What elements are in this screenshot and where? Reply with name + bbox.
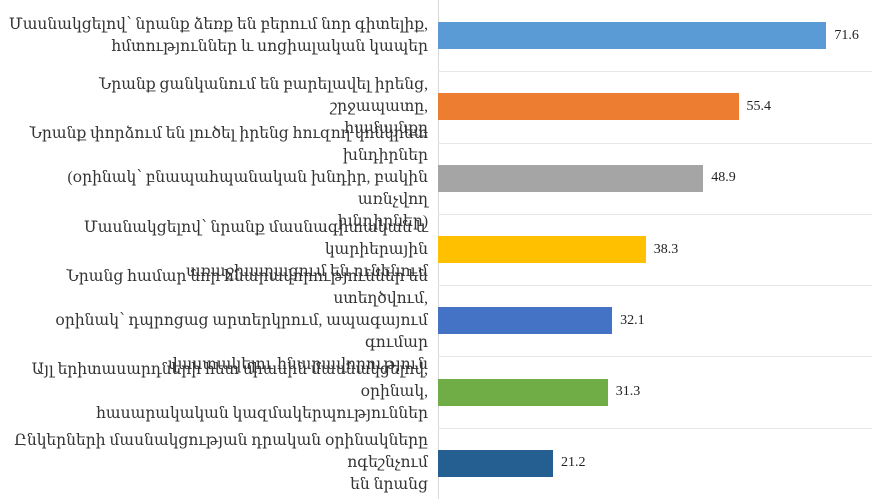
category-label: Նրանք ցանկանում են բարելավել իրենց, շրջա… xyxy=(98,75,428,137)
row-gridline xyxy=(438,214,872,215)
data-label: 48.9 xyxy=(711,170,736,186)
bar xyxy=(438,236,646,263)
category-label: Նրանց համար նոր հնարավորություններ են ստ… xyxy=(55,267,428,373)
bar xyxy=(438,164,704,192)
category-label: Մասնակցելով՝ նրանք մասնագիտական և կարիեր… xyxy=(83,218,428,280)
category-label: Ընկերների մասնակցության դրական օրինակներ… xyxy=(14,432,428,494)
row-gridline xyxy=(438,285,872,286)
data-label: 31.3 xyxy=(615,384,641,400)
category-label: Այլ երիտասարդների հետ միասին մասնակցելով… xyxy=(31,361,428,423)
data-label: 38.3 xyxy=(653,241,679,257)
row-gridline xyxy=(438,428,872,429)
bar xyxy=(438,378,608,406)
bar xyxy=(438,93,739,121)
bar xyxy=(438,449,553,477)
bar xyxy=(438,22,827,50)
data-label: 55.4 xyxy=(746,98,772,114)
row-gridline xyxy=(438,143,872,144)
data-label: 71.6 xyxy=(834,27,859,43)
category-label: Նրանք փորձում են լուծել իրենց հուզող կոն… xyxy=(29,125,428,231)
category-label: Մասնակցելով՝ նրանք ձեռք են բերում նոր գի… xyxy=(8,15,428,55)
data-label: 21.2 xyxy=(561,455,586,471)
data-label: 32.1 xyxy=(620,312,645,328)
bar xyxy=(438,307,613,335)
row-gridline xyxy=(438,71,872,72)
row-gridline xyxy=(438,356,872,357)
